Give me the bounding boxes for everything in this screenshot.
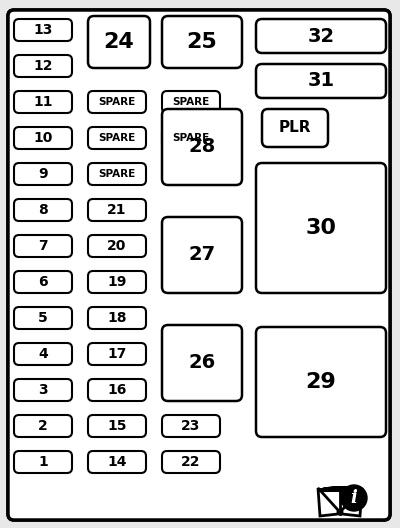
FancyBboxPatch shape	[162, 325, 242, 401]
Text: 23: 23	[181, 419, 201, 433]
FancyBboxPatch shape	[14, 19, 72, 41]
FancyBboxPatch shape	[14, 451, 72, 473]
FancyBboxPatch shape	[88, 16, 150, 68]
FancyBboxPatch shape	[14, 163, 72, 185]
FancyBboxPatch shape	[88, 343, 146, 365]
FancyBboxPatch shape	[88, 91, 146, 113]
Text: 25: 25	[187, 32, 217, 52]
Text: 28: 28	[188, 137, 216, 156]
FancyBboxPatch shape	[162, 127, 220, 149]
Text: 31: 31	[308, 71, 334, 90]
Text: 16: 16	[107, 383, 127, 397]
Text: 22: 22	[181, 455, 201, 469]
Text: 8: 8	[38, 203, 48, 217]
FancyBboxPatch shape	[88, 451, 146, 473]
Text: 9: 9	[38, 167, 48, 181]
FancyBboxPatch shape	[162, 415, 220, 437]
Text: 4: 4	[38, 347, 48, 361]
Text: 12: 12	[33, 59, 53, 73]
FancyBboxPatch shape	[162, 217, 242, 293]
FancyBboxPatch shape	[14, 55, 72, 77]
Text: SPARE: SPARE	[98, 97, 136, 107]
FancyBboxPatch shape	[88, 235, 146, 257]
FancyBboxPatch shape	[14, 343, 72, 365]
Text: 6: 6	[38, 275, 48, 289]
FancyBboxPatch shape	[162, 109, 242, 185]
FancyBboxPatch shape	[14, 379, 72, 401]
FancyBboxPatch shape	[88, 127, 146, 149]
FancyBboxPatch shape	[14, 199, 72, 221]
Polygon shape	[318, 487, 362, 491]
FancyBboxPatch shape	[256, 19, 386, 53]
Text: 1: 1	[38, 455, 48, 469]
Text: 29: 29	[306, 372, 336, 392]
FancyBboxPatch shape	[14, 235, 72, 257]
FancyBboxPatch shape	[162, 451, 220, 473]
FancyBboxPatch shape	[14, 271, 72, 293]
FancyBboxPatch shape	[88, 199, 146, 221]
Text: PLR: PLR	[279, 120, 311, 136]
Text: 20: 20	[107, 239, 127, 253]
Text: 32: 32	[308, 26, 334, 45]
Text: 21: 21	[107, 203, 127, 217]
Text: 24: 24	[104, 32, 134, 52]
FancyBboxPatch shape	[256, 64, 386, 98]
FancyBboxPatch shape	[88, 379, 146, 401]
FancyBboxPatch shape	[162, 91, 220, 113]
Text: 15: 15	[107, 419, 127, 433]
Text: SPARE: SPARE	[98, 169, 136, 179]
Text: 30: 30	[306, 218, 336, 238]
Text: 5: 5	[38, 311, 48, 325]
Text: 11: 11	[33, 95, 53, 109]
Text: i: i	[350, 489, 358, 507]
FancyBboxPatch shape	[88, 415, 146, 437]
FancyBboxPatch shape	[14, 307, 72, 329]
Text: 14: 14	[107, 455, 127, 469]
Text: SPARE: SPARE	[172, 133, 210, 143]
Text: 2: 2	[38, 419, 48, 433]
Circle shape	[341, 485, 367, 511]
Text: 17: 17	[107, 347, 127, 361]
FancyBboxPatch shape	[8, 10, 390, 520]
Polygon shape	[318, 488, 338, 516]
Text: 19: 19	[107, 275, 127, 289]
FancyBboxPatch shape	[262, 109, 328, 147]
FancyBboxPatch shape	[88, 307, 146, 329]
FancyBboxPatch shape	[14, 127, 72, 149]
FancyBboxPatch shape	[88, 271, 146, 293]
Text: 3: 3	[38, 383, 48, 397]
FancyBboxPatch shape	[256, 163, 386, 293]
Text: 13: 13	[33, 23, 53, 37]
FancyBboxPatch shape	[88, 163, 146, 185]
FancyBboxPatch shape	[14, 91, 72, 113]
Polygon shape	[342, 488, 362, 516]
FancyBboxPatch shape	[14, 415, 72, 437]
Text: 26: 26	[188, 354, 216, 372]
Text: 27: 27	[188, 246, 216, 265]
FancyBboxPatch shape	[256, 327, 386, 437]
Text: 7: 7	[38, 239, 48, 253]
Text: SPARE: SPARE	[98, 133, 136, 143]
Text: SPARE: SPARE	[172, 97, 210, 107]
FancyBboxPatch shape	[162, 16, 242, 68]
FancyBboxPatch shape	[8, 10, 390, 520]
Text: 10: 10	[33, 131, 53, 145]
Text: 18: 18	[107, 311, 127, 325]
